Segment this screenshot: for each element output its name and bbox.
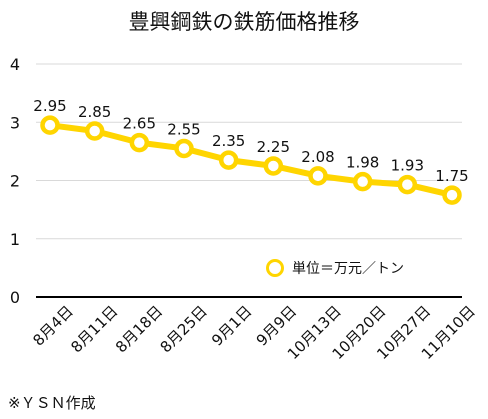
data-label: 2.25 — [257, 138, 290, 156]
data-point — [397, 174, 418, 195]
data-label: 1.93 — [391, 157, 424, 175]
y-tick-label: 0 — [10, 288, 20, 307]
x-tick-label: 8月11日 — [67, 302, 121, 356]
data-point — [352, 171, 373, 192]
data-point — [84, 121, 105, 141]
y-tick-label: 1 — [10, 230, 20, 249]
legend: 単位＝万元／トン — [266, 258, 404, 278]
legend-label: 単位＝万元／トン — [292, 261, 404, 277]
data-point — [308, 166, 328, 186]
y-tick-label: 3 — [10, 113, 20, 132]
data-label: 2.95 — [33, 97, 66, 115]
y-tick-label: 2 — [10, 172, 20, 191]
data-point — [263, 156, 284, 176]
x-tick-label: 8月25日 — [157, 302, 211, 356]
data-label: 2.35 — [212, 132, 245, 150]
data-label: 2.55 — [167, 120, 200, 138]
x-tick-label: 8月18日 — [112, 302, 166, 356]
data-point — [129, 132, 150, 153]
y-tick-label: 4 — [10, 55, 20, 74]
data-point — [174, 138, 194, 159]
footnote: ※ＹＳＮ作成 — [8, 394, 96, 412]
data-label: 1.98 — [346, 154, 379, 172]
data-point — [218, 150, 239, 170]
data-point — [442, 185, 462, 205]
data-label: 2.08 — [301, 148, 334, 166]
data-label: 2.85 — [78, 103, 111, 121]
data-point — [40, 115, 60, 135]
legend-marker-icon — [266, 259, 284, 277]
data-label: 1.75 — [435, 167, 468, 185]
series-line — [47, 122, 455, 199]
data-label: 2.65 — [123, 115, 156, 133]
chart-title: 豊興鋼鉄の鉄筋価格推移 — [128, 10, 360, 34]
x-tick-label: 9月1日 — [208, 302, 255, 349]
